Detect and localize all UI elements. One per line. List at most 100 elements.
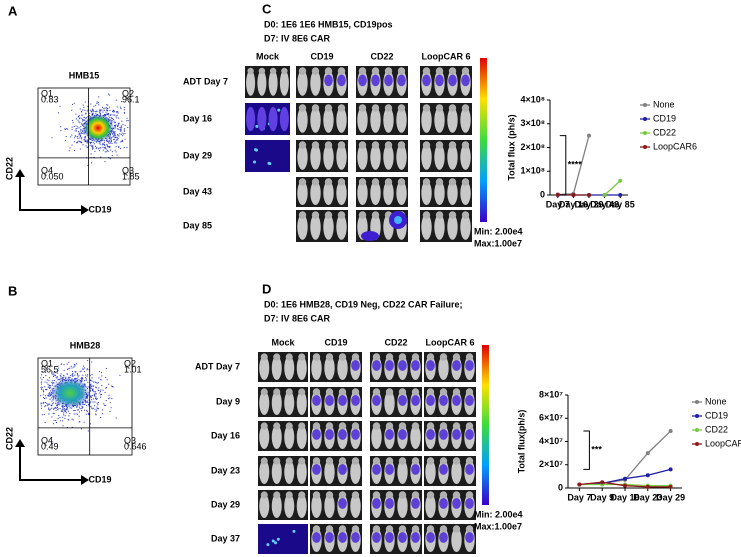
mouse-image <box>258 421 308 451</box>
event-dot <box>95 111 97 113</box>
event-dot <box>103 147 105 149</box>
mouse-head <box>422 211 431 219</box>
event-dot <box>66 373 68 375</box>
mouse <box>371 425 382 449</box>
event-dot <box>90 141 92 143</box>
event-dot <box>113 135 115 137</box>
event-dot <box>98 371 100 373</box>
event-dot <box>57 406 59 408</box>
event-dot <box>90 103 92 105</box>
event-dot <box>83 119 85 121</box>
event-dot <box>71 128 73 130</box>
event-dot <box>97 148 99 150</box>
event-dot <box>55 410 57 412</box>
event-dot <box>50 397 52 399</box>
event-dot <box>104 147 106 149</box>
event-dot <box>81 123 83 125</box>
signal <box>461 74 470 87</box>
event-dot <box>83 371 85 373</box>
event-dot <box>95 382 97 384</box>
event-dot <box>115 122 117 124</box>
mouse-image <box>370 352 422 382</box>
mouse-head <box>338 422 347 430</box>
mouse-image <box>420 140 472 172</box>
event-dot <box>53 408 55 410</box>
event-dot <box>49 403 51 405</box>
signal <box>274 541 278 545</box>
event-dot <box>112 130 114 132</box>
mouse-head <box>351 388 360 396</box>
event-dot <box>107 140 109 142</box>
event-dot <box>104 146 106 148</box>
mouse-image <box>370 456 422 486</box>
event-dot <box>86 147 88 149</box>
mouse <box>324 460 335 484</box>
event-dot <box>81 377 83 379</box>
event-dot <box>92 109 94 111</box>
event-dot <box>117 125 119 127</box>
mouse <box>384 391 395 415</box>
event-dot <box>106 104 108 106</box>
mouse-head <box>358 178 367 186</box>
event-dot <box>103 141 105 143</box>
mouse-head <box>311 141 320 149</box>
event-dot <box>115 136 117 138</box>
event-dot <box>90 401 92 403</box>
mouse-head <box>312 353 321 361</box>
event-dot <box>118 128 120 130</box>
event-dot <box>63 410 65 412</box>
event-dot <box>67 368 69 370</box>
event-dot <box>112 132 114 134</box>
signal <box>411 395 420 406</box>
event-dot <box>78 115 80 117</box>
mouse-image <box>370 490 422 520</box>
density-core <box>50 377 90 409</box>
event-dot <box>99 392 101 394</box>
mouse-head <box>351 422 360 430</box>
event-dot <box>99 141 101 143</box>
mouse-head <box>371 211 380 219</box>
mouse-head <box>298 388 306 396</box>
signal <box>385 532 394 543</box>
event-dot <box>44 406 46 408</box>
event-dot <box>110 113 112 115</box>
event-dot <box>115 124 117 126</box>
mouse <box>284 391 295 415</box>
quadrant-value: 96.1 <box>122 94 140 104</box>
event-dot <box>104 144 106 146</box>
mouse-head <box>324 141 333 149</box>
event-dot <box>63 414 65 416</box>
quadrant-name: Q3 <box>124 435 136 445</box>
event-dot <box>88 386 90 388</box>
event-dot <box>53 374 55 376</box>
event-dot <box>82 374 84 376</box>
event-dot <box>49 409 51 411</box>
event-dot <box>115 99 117 101</box>
event-dot <box>75 128 77 130</box>
mouse-head <box>426 422 435 430</box>
mouse-head <box>461 67 470 75</box>
mouse-image <box>370 421 422 451</box>
event-dot <box>94 381 96 383</box>
event-dot <box>92 407 94 409</box>
event-dot <box>100 147 102 149</box>
mouse <box>460 214 471 240</box>
mouse-head <box>372 525 381 533</box>
mouse <box>310 144 321 170</box>
event-dot <box>107 113 109 115</box>
event-dot <box>92 401 94 403</box>
event-dot <box>108 146 110 148</box>
event-dot <box>62 416 64 418</box>
event-dot <box>61 410 63 412</box>
mouse-head <box>461 178 470 186</box>
event-dot <box>116 142 118 144</box>
y-tick-label: 2×10⁸ <box>520 142 545 152</box>
event-dot <box>81 380 83 382</box>
event-dot <box>53 376 55 378</box>
event-dot <box>116 128 118 130</box>
event-dot <box>93 391 95 393</box>
quadrant-value: 0.050 <box>41 171 64 181</box>
event-dot <box>90 383 92 385</box>
signal <box>325 395 334 406</box>
event-dot <box>117 112 119 114</box>
